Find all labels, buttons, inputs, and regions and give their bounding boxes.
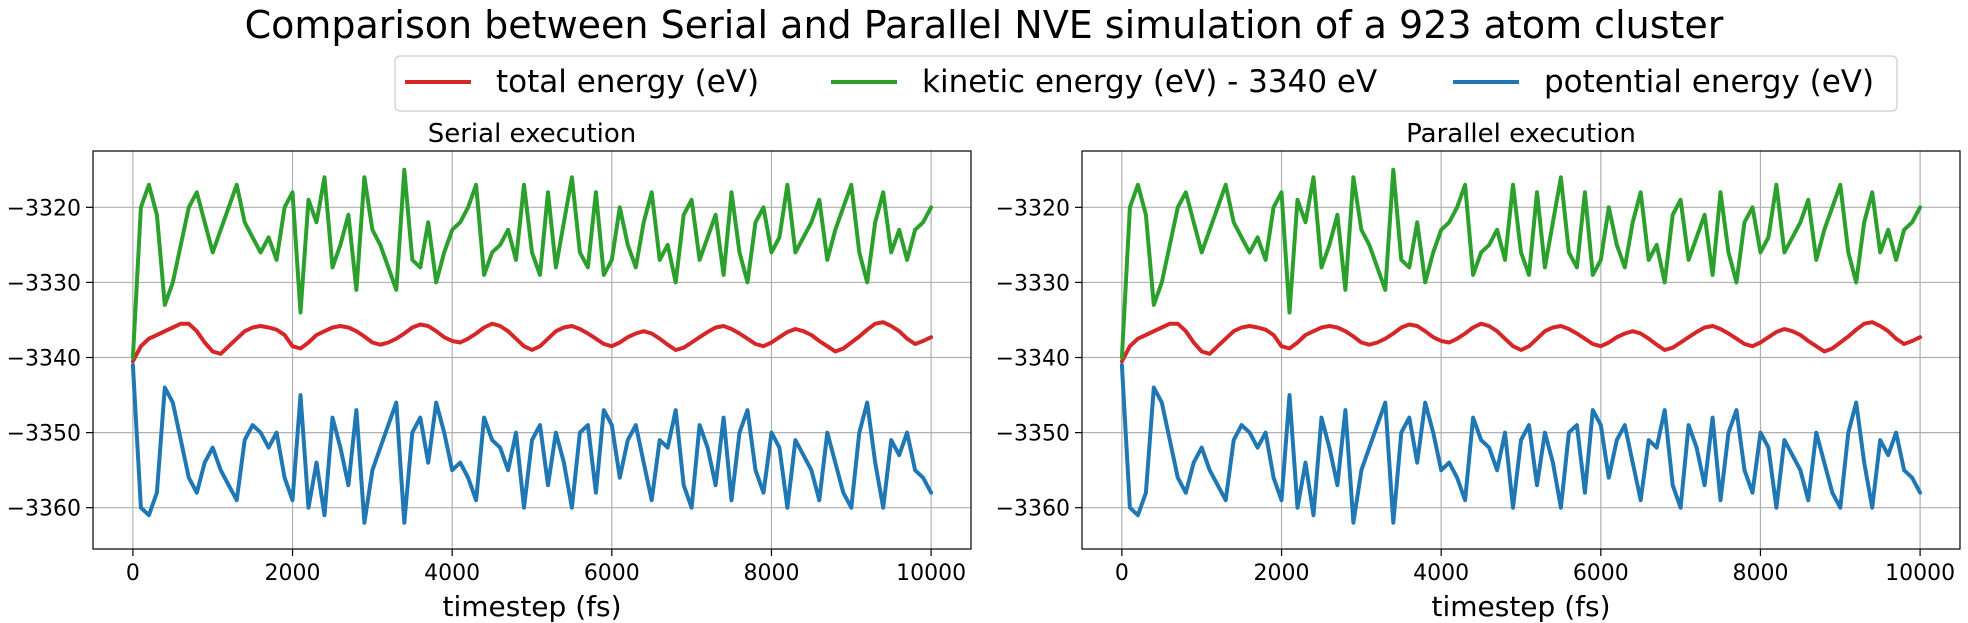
y-tick-label-parallel-2: −3340 <box>996 347 1070 372</box>
series-line-serial-potential-energy <box>130 363 934 525</box>
x-tick-label-serial-2: 4000 <box>424 561 480 586</box>
legend: total energy (eV) kinetic energy (eV) - … <box>394 55 1898 112</box>
figure-title: Comparison between Serial and Parallel N… <box>245 3 1724 47</box>
series-line-serial-kinetic-energy <box>130 167 934 360</box>
x-tick-label-serial-1: 2000 <box>265 561 321 586</box>
series-line-serial-total-energy <box>130 320 934 364</box>
series-line-parallel-potential-energy <box>1119 363 1923 525</box>
axes-frame-parallel <box>1081 150 1961 550</box>
series-line-parallel-total-energy <box>1119 320 1923 364</box>
y-tick-label-serial-3: −3350 <box>7 422 81 447</box>
x-axis-label-parallel: timestep (fs) <box>1431 590 1610 623</box>
y-tick-label-serial-2: −3340 <box>7 347 81 372</box>
legend-label-potential-energy: potential energy (eV) <box>1544 64 1874 100</box>
y-tick-label-serial-1: −3330 <box>7 271 81 296</box>
x-tick-label-parallel-3: 6000 <box>1573 561 1629 586</box>
legend-label-kinetic-energy: kinetic energy (eV) - 3340 eV <box>922 64 1377 100</box>
y-tick-label-parallel-3: −3350 <box>996 422 1070 447</box>
subplot-parallel: Parallel execution 0 2000 4000 6000 8000 10000… <box>996 119 1961 623</box>
x-tick-label-serial-0: 0 <box>126 561 140 586</box>
x-tick-label-parallel-5: 10000 <box>1885 561 1955 586</box>
y-tick-label-parallel-1: −3330 <box>996 271 1070 296</box>
x-tick-label-serial-4: 8000 <box>743 561 799 586</box>
x-tick-label-parallel-0: 0 <box>1115 561 1129 586</box>
x-tick-label-parallel-2: 4000 <box>1413 561 1469 586</box>
x-tick-label-serial-5: 10000 <box>896 561 966 586</box>
y-tick-label-parallel-4: −3360 <box>996 497 1070 522</box>
series-line-parallel-kinetic-energy <box>1119 167 1923 360</box>
y-tick-label-parallel-0: −3320 <box>996 196 1070 221</box>
x-axis-label-serial: timestep (fs) <box>442 590 621 623</box>
x-tick-label-serial-3: 6000 <box>584 561 640 586</box>
legend-frame <box>394 55 1898 112</box>
subplot-serial: Serial execution 0 2000 4000 6000 8000 10000 −3… <box>7 119 972 623</box>
subplot-title-parallel: Parallel execution <box>1406 119 1636 149</box>
legend-label-total-energy: total energy (eV) <box>496 64 759 100</box>
x-tick-label-parallel-4: 8000 <box>1732 561 1788 586</box>
y-tick-label-serial-0: −3320 <box>7 196 81 221</box>
axes-frame-serial <box>92 150 972 550</box>
x-tick-label-parallel-1: 2000 <box>1254 561 1310 586</box>
subplot-title-serial: Serial execution <box>428 119 637 149</box>
y-tick-label-serial-4: −3360 <box>7 497 81 522</box>
